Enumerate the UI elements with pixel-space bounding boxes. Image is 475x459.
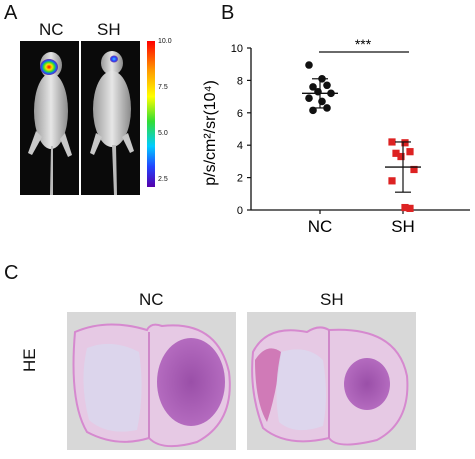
panel-c-letter: C <box>4 262 19 284</box>
x-tick-label: NC <box>308 217 333 236</box>
data-point <box>401 139 409 147</box>
data-point <box>388 177 396 185</box>
y-tick-label: 10 <box>231 43 243 55</box>
colorbar-tick-10: 10.0 <box>158 38 172 45</box>
data-point <box>309 83 317 91</box>
y-tick-label: 2 <box>237 173 243 185</box>
colorbar-tick-7-5: 7.5 <box>158 84 168 91</box>
data-point <box>406 204 414 212</box>
y-tick-label: 4 <box>237 140 243 152</box>
data-point <box>323 81 331 90</box>
he-stained-sections <box>67 312 416 450</box>
data-point <box>406 148 414 156</box>
he-row-label: HE <box>20 348 39 372</box>
data-point <box>388 138 396 146</box>
colorbar-tick-5: 5.0 <box>158 130 168 137</box>
data-point <box>318 97 326 106</box>
data-point <box>410 165 418 174</box>
bioluminescence-images <box>20 41 140 195</box>
y-axis-label: p/s/cm²/sr(10⁴) <box>202 80 219 186</box>
mouse-sh-body <box>90 51 134 195</box>
color-scale-bar <box>147 41 155 187</box>
significance-stars: *** <box>355 36 372 52</box>
data-point <box>314 87 322 96</box>
he-nc-tissue <box>72 323 231 448</box>
y-tick-label: 8 <box>237 75 243 87</box>
mouse-sh-label: SH <box>97 20 121 39</box>
data-point <box>305 61 313 69</box>
he-nc-label: NC <box>139 290 164 309</box>
x-tick-label: SH <box>391 217 415 236</box>
scatter-chart: p/s/cm²/sr(10⁴) 0 2 4 6 8 10 NC SH *** <box>202 36 470 236</box>
data-point <box>305 94 313 103</box>
colorbar-tick-2-5: 2.5 <box>158 176 168 183</box>
data-point <box>392 149 400 157</box>
data-point <box>397 152 405 161</box>
mouse-nc-body <box>28 52 72 195</box>
data-point <box>401 203 409 212</box>
he-sh-tissue <box>251 326 409 446</box>
y-tick-label: 6 <box>237 108 243 120</box>
mouse-nc-label: NC <box>39 20 64 39</box>
y-tick-label: 0 <box>237 205 243 217</box>
he-sh-label: SH <box>320 290 344 309</box>
panel-a-letter: A <box>4 2 18 24</box>
panel-b-letter: B <box>221 2 235 24</box>
